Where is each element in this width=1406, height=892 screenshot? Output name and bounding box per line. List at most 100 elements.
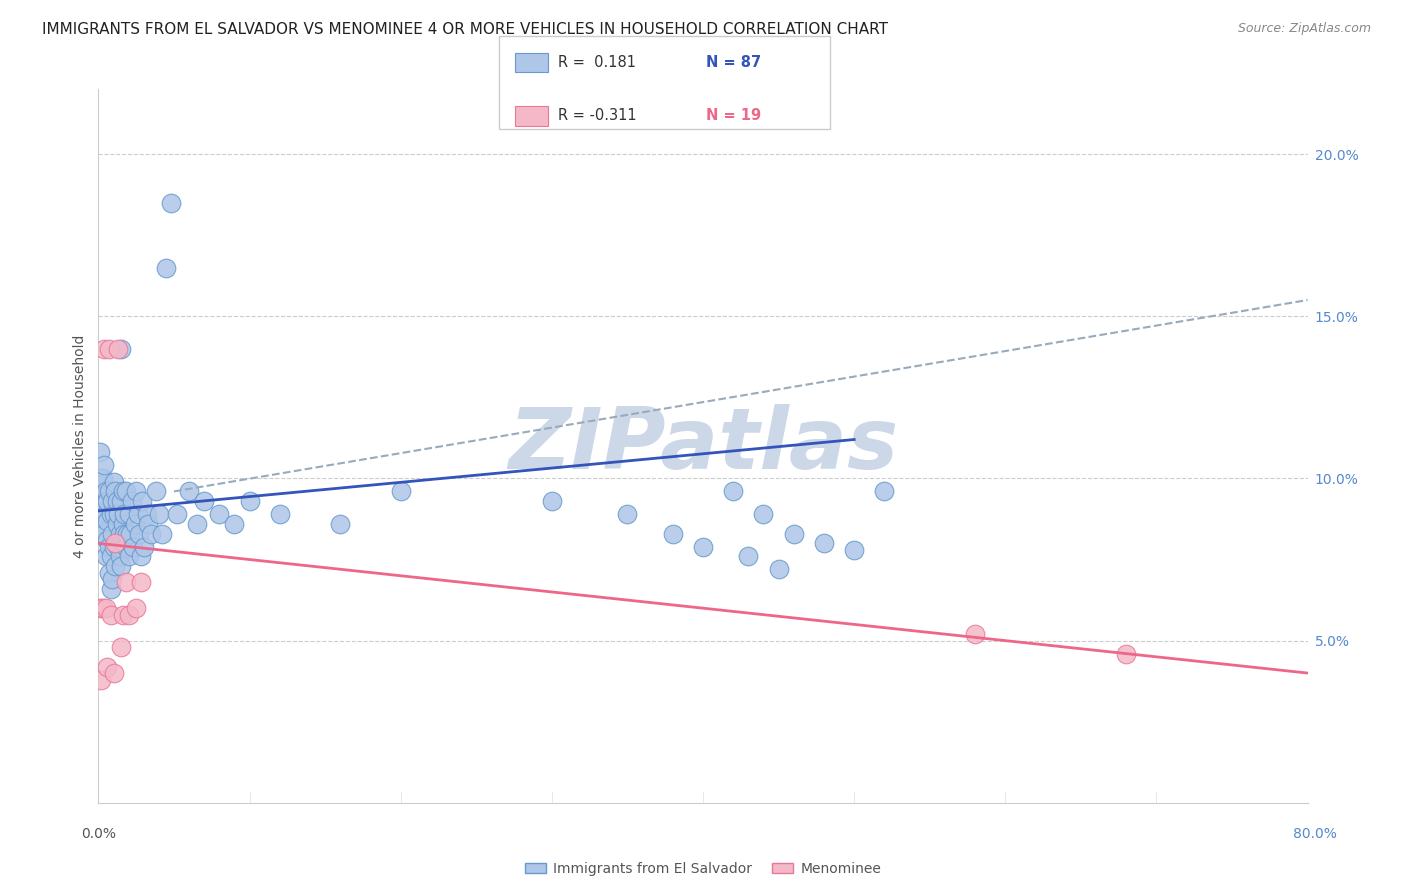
Point <box>389 484 412 499</box>
Point <box>813 536 835 550</box>
Point <box>155 260 177 275</box>
Point <box>208 507 231 521</box>
Point <box>100 607 122 622</box>
Point <box>129 549 152 564</box>
Point <box>127 507 149 521</box>
Point <box>115 526 138 541</box>
Point <box>94 601 117 615</box>
Point <box>193 494 215 508</box>
Point <box>768 562 790 576</box>
Point <box>94 549 117 564</box>
Point <box>160 195 183 210</box>
Point <box>135 507 157 521</box>
Point <box>118 507 141 521</box>
Point <box>179 484 201 499</box>
Point <box>150 526 173 541</box>
Point <box>93 497 115 511</box>
Point <box>125 484 148 499</box>
Point <box>101 526 124 541</box>
Point <box>103 475 125 489</box>
Text: R =  0.181: R = 0.181 <box>558 55 636 70</box>
Point <box>224 516 246 531</box>
Point <box>89 478 111 492</box>
Text: IMMIGRANTS FROM EL SALVADOR VS MENOMINEE 4 OR MORE VEHICLES IN HOUSEHOLD CORRELA: IMMIGRANTS FROM EL SALVADOR VS MENOMINEE… <box>42 22 889 37</box>
Point <box>93 342 115 356</box>
Point <box>96 494 118 508</box>
Point <box>114 540 136 554</box>
Point <box>104 559 127 574</box>
Point <box>129 575 152 590</box>
Point <box>96 514 118 528</box>
Point <box>132 540 155 554</box>
Point <box>104 536 127 550</box>
Point <box>110 640 132 654</box>
Point <box>120 526 142 541</box>
Point <box>98 484 121 499</box>
Point <box>108 549 131 564</box>
Point <box>100 549 122 564</box>
Point <box>121 494 143 508</box>
Text: N = 19: N = 19 <box>706 109 761 123</box>
Point <box>148 507 170 521</box>
Legend: Immigrants from El Salvador, Menominee: Immigrants from El Salvador, Menominee <box>519 856 887 881</box>
Point <box>692 540 714 554</box>
Point <box>107 540 129 554</box>
Point <box>90 471 112 485</box>
Point <box>94 484 117 499</box>
Point <box>111 516 134 531</box>
Point <box>101 494 124 508</box>
Point <box>662 526 685 541</box>
Point <box>105 494 128 508</box>
Point <box>737 549 759 564</box>
Point <box>94 507 117 521</box>
Point <box>91 601 114 615</box>
Point <box>124 516 146 531</box>
Point <box>101 572 124 586</box>
Point <box>104 484 127 499</box>
Point <box>111 607 134 622</box>
Point <box>965 627 987 641</box>
Text: Source: ZipAtlas.com: Source: ZipAtlas.com <box>1237 22 1371 36</box>
Point <box>93 458 115 473</box>
Point <box>103 666 125 681</box>
Point <box>89 601 111 615</box>
Point <box>128 526 150 541</box>
Point <box>98 540 121 554</box>
Point <box>329 516 352 531</box>
Point <box>145 484 167 499</box>
Point <box>269 507 291 521</box>
Point <box>186 516 208 531</box>
Point <box>90 673 112 687</box>
Point <box>98 566 121 580</box>
Point <box>110 342 132 356</box>
Text: 0.0%: 0.0% <box>82 827 115 841</box>
Point <box>166 507 188 521</box>
Point <box>107 507 129 521</box>
Point <box>114 484 136 499</box>
Point <box>118 607 141 622</box>
Point <box>93 526 115 541</box>
Point <box>111 484 134 499</box>
Point <box>112 526 135 541</box>
Point <box>91 516 114 531</box>
Point <box>91 471 114 485</box>
Point <box>103 507 125 521</box>
Text: ZIPatlas: ZIPatlas <box>508 404 898 488</box>
Y-axis label: 4 or more Vehicles in Household: 4 or more Vehicles in Household <box>73 334 87 558</box>
Point <box>125 601 148 615</box>
Point <box>616 507 638 521</box>
Point <box>100 507 122 521</box>
Point <box>112 507 135 521</box>
Point <box>96 533 118 547</box>
Point <box>110 494 132 508</box>
Point <box>110 559 132 574</box>
Point <box>96 659 118 673</box>
Point <box>114 575 136 590</box>
Point <box>752 507 775 521</box>
Point <box>108 526 131 541</box>
Point <box>540 494 562 508</box>
Point <box>105 516 128 531</box>
Point <box>131 494 153 508</box>
Text: 80.0%: 80.0% <box>1292 827 1337 841</box>
Point <box>1115 647 1137 661</box>
